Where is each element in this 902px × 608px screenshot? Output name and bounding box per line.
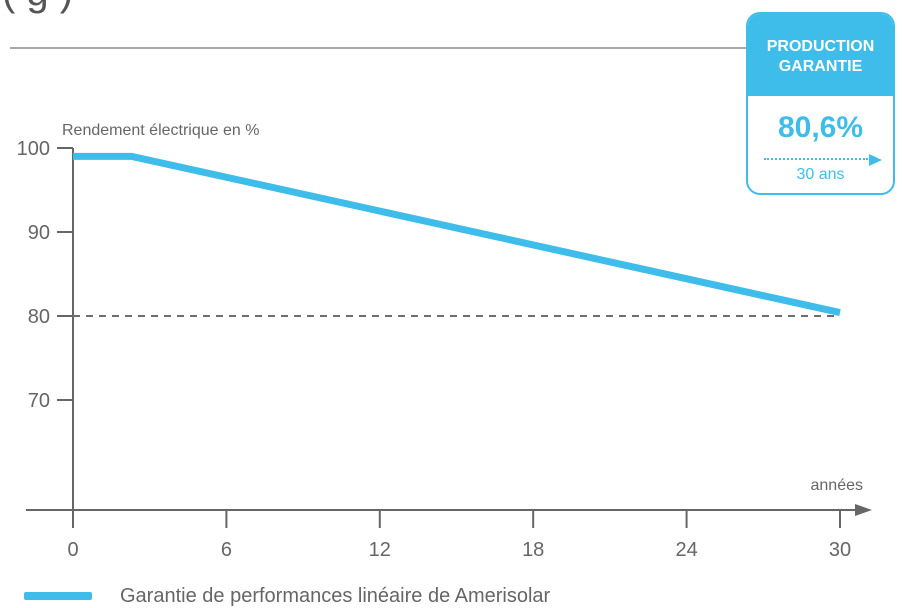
x-tick-label: 6	[221, 539, 232, 561]
badge-title-line2: GARANTIE	[778, 58, 863, 75]
x-tick-label: 24	[675, 539, 697, 561]
guaranteed-production-badge: PRODUCTION GARANTIE 80,6% 30 ans	[746, 12, 895, 195]
badge-header: PRODUCTION GARANTIE	[748, 14, 893, 96]
x-tick-label: 0	[67, 539, 78, 561]
x-tick-label: 18	[522, 539, 544, 561]
series-line	[73, 152, 841, 317]
badge-duration: 30 ans	[796, 166, 845, 183]
x-tick-label: 12	[369, 539, 391, 561]
legend-label: Garantie de performances linéaire de Ame…	[120, 584, 551, 607]
header-partial-text: ( g )	[2, 0, 73, 15]
y-tick-label: 90	[28, 222, 50, 244]
badge-value: 80,6%	[777, 111, 864, 144]
y-axis-title: Rendement électrique en %	[62, 122, 259, 139]
y-tick-label: 70	[28, 390, 50, 412]
x-axis-arrow-icon	[855, 504, 872, 516]
x-tick-label: 30	[829, 539, 851, 561]
header-rule	[10, 47, 752, 49]
dotted-arrow-icon	[760, 154, 882, 166]
y-tick-label: 100	[17, 138, 50, 160]
legend-swatch	[24, 592, 92, 600]
legend: Garantie de performances linéaire de Ame…	[24, 584, 551, 607]
x-axis-title: années	[811, 477, 864, 494]
y-tick-label: 80	[28, 306, 50, 328]
badge-title-line1: PRODUCTION	[766, 38, 875, 55]
